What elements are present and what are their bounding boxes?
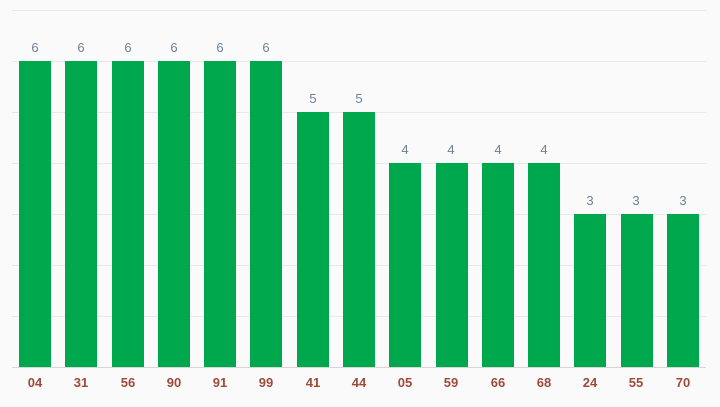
bar-value-label: 6 <box>262 40 270 55</box>
bar[interactable] <box>528 163 560 367</box>
x-axis-label: 31 <box>73 375 89 390</box>
bar-value-label: 4 <box>401 142 409 157</box>
bar[interactable] <box>621 214 653 367</box>
bar[interactable] <box>158 61 190 367</box>
x-axis-label: 04 <box>27 375 43 390</box>
x-axis-label: 99 <box>258 375 274 390</box>
x-axis-label: 44 <box>351 375 367 390</box>
bar-value-label: 4 <box>540 142 548 157</box>
bar-value-label: 3 <box>586 193 594 208</box>
bar-value-label: 5 <box>309 91 317 106</box>
x-axis-baseline <box>12 367 706 368</box>
bar-value-label: 5 <box>355 91 363 106</box>
bar-value-label: 4 <box>447 142 455 157</box>
bar[interactable] <box>482 163 514 367</box>
x-axis-label: 59 <box>443 375 459 390</box>
bar-value-label: 6 <box>124 40 132 55</box>
bar[interactable] <box>574 214 606 367</box>
x-axis-label: 66 <box>490 375 506 390</box>
bar[interactable] <box>204 61 236 367</box>
bar[interactable] <box>389 163 421 367</box>
bar[interactable] <box>436 163 468 367</box>
x-axis-label: 90 <box>166 375 182 390</box>
bar[interactable] <box>112 61 144 367</box>
bar-value-label: 3 <box>679 193 687 208</box>
gridline <box>12 10 706 11</box>
bar[interactable] <box>250 61 282 367</box>
bar-value-label: 6 <box>216 40 224 55</box>
bar-value-label: 6 <box>31 40 39 55</box>
bar-value-label: 3 <box>632 193 640 208</box>
bar[interactable] <box>667 214 699 367</box>
x-axis-label: 70 <box>675 375 691 390</box>
bar-value-label: 4 <box>494 142 502 157</box>
x-axis-label: 55 <box>628 375 644 390</box>
bar-value-label: 6 <box>170 40 178 55</box>
x-axis-label: 91 <box>212 375 228 390</box>
x-axis-label: 68 <box>536 375 552 390</box>
bar[interactable] <box>65 61 97 367</box>
bar[interactable] <box>19 61 51 367</box>
x-axis-label: 41 <box>305 375 321 390</box>
bar-value-label: 6 <box>77 40 85 55</box>
x-axis-label: 05 <box>397 375 413 390</box>
x-axis-label: 24 <box>582 375 598 390</box>
x-axis-label: 56 <box>120 375 136 390</box>
bar[interactable] <box>343 112 375 367</box>
bar[interactable] <box>297 112 329 367</box>
